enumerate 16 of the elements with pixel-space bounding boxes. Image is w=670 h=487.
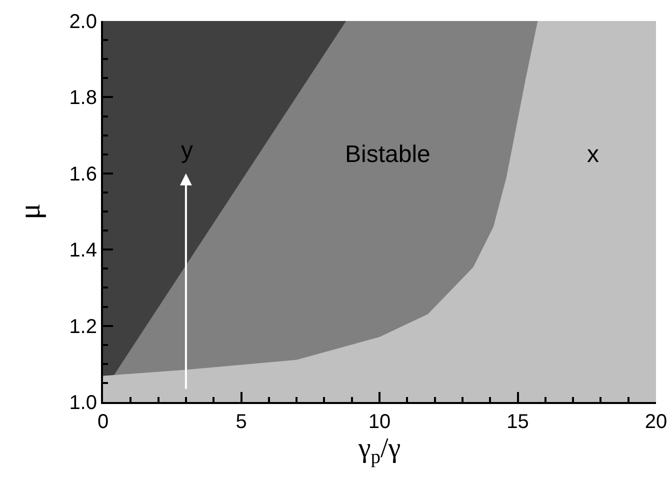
x-tick-label: 15 — [506, 411, 529, 433]
y-tick-label: 1.6 — [69, 163, 97, 186]
x-axis-title: γ$_{p}$/γ — [357, 433, 401, 468]
y-tick-label: 2.0 — [69, 11, 97, 33]
x-tick-label: 0 — [97, 411, 109, 433]
annotation: x — [587, 141, 599, 168]
x-tick-label: 5 — [236, 411, 247, 433]
x-tick-label: 10 — [368, 411, 391, 433]
x-tick-label: 20 — [644, 411, 668, 433]
annotation: Bistable — [345, 141, 430, 168]
y-tick-label: 1.0 — [69, 392, 97, 414]
y-tick-label: 1.8 — [69, 87, 97, 110]
annotation: y — [181, 137, 193, 164]
y-tick-label: 1.2 — [69, 316, 97, 338]
y-tick-label: 1.4 — [69, 240, 97, 262]
y-axis-title: μ — [14, 203, 47, 220]
